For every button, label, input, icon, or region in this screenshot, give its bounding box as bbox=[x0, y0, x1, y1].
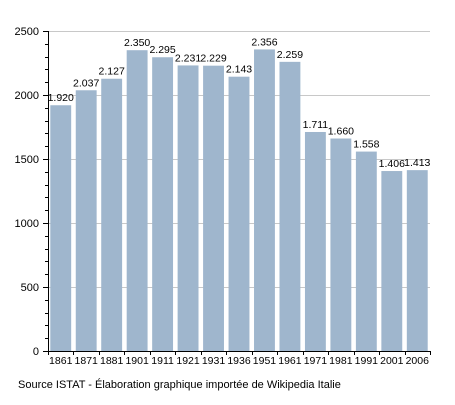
bar-1901 bbox=[126, 50, 148, 351]
x-tick-label-1871: 1871 bbox=[75, 355, 99, 367]
x-tick-label-1921: 1921 bbox=[176, 355, 200, 367]
bar-1871 bbox=[75, 90, 97, 351]
bar-2001 bbox=[381, 171, 403, 351]
x-tick-label-1981: 1981 bbox=[329, 355, 353, 367]
x-tick-label-1911: 1911 bbox=[151, 355, 174, 367]
bar-1971 bbox=[304, 131, 326, 351]
y-minor-ticks bbox=[43, 31, 48, 352]
bar-value-label-1971: 1.711 bbox=[303, 119, 329, 131]
x-tick-label-1931: 1931 bbox=[202, 355, 226, 367]
bar-1951 bbox=[254, 49, 275, 351]
bar-value-label-1921: 2.231 bbox=[175, 52, 201, 64]
bars bbox=[50, 49, 428, 352]
bar-1936 bbox=[228, 76, 250, 352]
x-tick-label-1971: 1971 bbox=[304, 355, 328, 367]
bar-1991 bbox=[355, 151, 377, 351]
bar-value-label-1911: 2.295 bbox=[149, 44, 175, 56]
y-tick-label-2500: 2500 bbox=[15, 26, 39, 38]
bar-value-label-1871: 2.037 bbox=[73, 77, 99, 89]
y-tick-label-1000: 1000 bbox=[15, 218, 39, 230]
bar-value-label-1901: 2.350 bbox=[124, 37, 150, 49]
x-tick-labels: 1861 1871 1881 1901 1911 1921 1931 1936 1951 1961… bbox=[49, 355, 429, 367]
source-note: Source ISTAT - Élaboration graphique imp… bbox=[18, 379, 341, 391]
bar-1931 bbox=[203, 65, 224, 352]
x-tick-label-1901: 1901 bbox=[125, 355, 149, 367]
y-tick-label-500: 500 bbox=[21, 282, 39, 294]
bar-value-label-2006: 1.413 bbox=[404, 157, 430, 169]
bar-1881 bbox=[101, 78, 123, 351]
x-tick-label-1961: 1961 bbox=[278, 355, 302, 367]
x-tick-label-1881: 1881 bbox=[100, 355, 124, 367]
bar-2006 bbox=[406, 170, 428, 351]
x-tick-label-1951: 1951 bbox=[253, 355, 277, 367]
bar-1981 bbox=[330, 138, 352, 351]
bar-1861 bbox=[50, 105, 72, 352]
bar-value-label-1936: 2.143 bbox=[226, 64, 252, 76]
y-tick-labels: 0 500 1000 1500 2000 2500 bbox=[15, 26, 39, 358]
y-tick-label-0: 0 bbox=[33, 346, 39, 358]
bar-value-label-1961: 2.259 bbox=[277, 49, 303, 61]
bar-1921 bbox=[177, 65, 199, 351]
x-tick-label-1991: 1991 bbox=[355, 355, 379, 367]
x-tick-label-1861: 1861 bbox=[49, 355, 73, 367]
bar-1911 bbox=[152, 57, 174, 352]
x-tick-label-2001: 2001 bbox=[380, 355, 404, 367]
bar-value-label-1881: 2.127 bbox=[99, 66, 125, 78]
bar-value-label-1931: 2.229 bbox=[200, 53, 226, 65]
bar-value-label-1991: 1.558 bbox=[353, 139, 379, 151]
bar-value-label-2001: 1.406 bbox=[379, 158, 405, 170]
x-tick-label-1936: 1936 bbox=[227, 355, 251, 367]
bar-value-label-1951: 2.356 bbox=[251, 36, 277, 48]
bar-value-label-1981: 1.660 bbox=[328, 126, 354, 138]
x-tick-label-2006: 2006 bbox=[406, 355, 430, 367]
y-tick-label-2000: 2000 bbox=[15, 90, 39, 102]
bar-value-label-1861: 1.920 bbox=[48, 92, 74, 104]
y-tick-label-1500: 1500 bbox=[15, 154, 39, 166]
bar-1961 bbox=[279, 61, 301, 352]
